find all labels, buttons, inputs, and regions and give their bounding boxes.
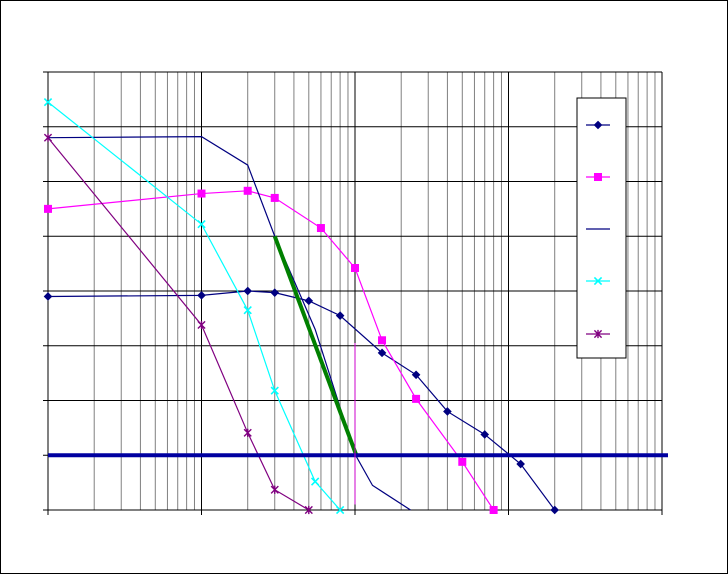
series-4 <box>43 97 345 515</box>
data-point <box>480 430 490 439</box>
data-point <box>197 189 206 198</box>
data-point <box>335 505 345 515</box>
data-point <box>351 264 359 273</box>
series-1 <box>43 286 560 515</box>
legend-entry-4 <box>586 276 610 286</box>
legend-marker <box>593 120 603 130</box>
data-point <box>243 286 253 296</box>
data-point <box>270 386 279 395</box>
data-point <box>197 291 206 300</box>
data-point <box>43 97 53 107</box>
data-point <box>270 193 279 202</box>
legend <box>576 97 627 359</box>
data-point <box>43 133 53 142</box>
series-line <box>47 101 341 511</box>
data-point <box>304 296 314 306</box>
data-point <box>44 204 52 213</box>
data-point <box>270 485 279 494</box>
data-point <box>310 477 320 486</box>
series-group <box>43 97 560 515</box>
data-point <box>443 407 452 416</box>
legend-entry-1 <box>586 120 610 130</box>
data-point <box>197 220 206 229</box>
data-point <box>316 224 325 233</box>
data-point <box>243 305 252 315</box>
series-2 <box>44 186 498 514</box>
axes <box>43 71 663 515</box>
data-point <box>43 292 53 301</box>
reference-lines <box>48 235 668 505</box>
data-point <box>516 459 525 469</box>
legend-marker <box>593 276 603 286</box>
legend-box <box>576 97 627 359</box>
data-point <box>458 457 467 466</box>
legend-marker <box>593 329 603 339</box>
data-point <box>550 505 560 515</box>
series-line <box>47 135 411 511</box>
data-point <box>411 370 421 380</box>
data-point <box>335 311 345 320</box>
reference-segment <box>272 235 359 456</box>
legend-entry-2 <box>586 173 610 181</box>
data-point <box>489 506 498 514</box>
data-point <box>378 336 387 345</box>
series-5 <box>43 133 313 515</box>
data-point <box>197 320 206 330</box>
data-point <box>270 288 280 297</box>
series-line <box>47 190 495 511</box>
series-3 <box>47 135 411 511</box>
data-point <box>412 394 421 403</box>
series-line <box>47 290 556 511</box>
data-point <box>377 348 387 358</box>
legend-marker <box>594 173 602 181</box>
data-point <box>304 505 313 515</box>
legend-entry-5 <box>586 329 610 339</box>
data-point <box>243 186 252 195</box>
data-point <box>243 428 252 437</box>
